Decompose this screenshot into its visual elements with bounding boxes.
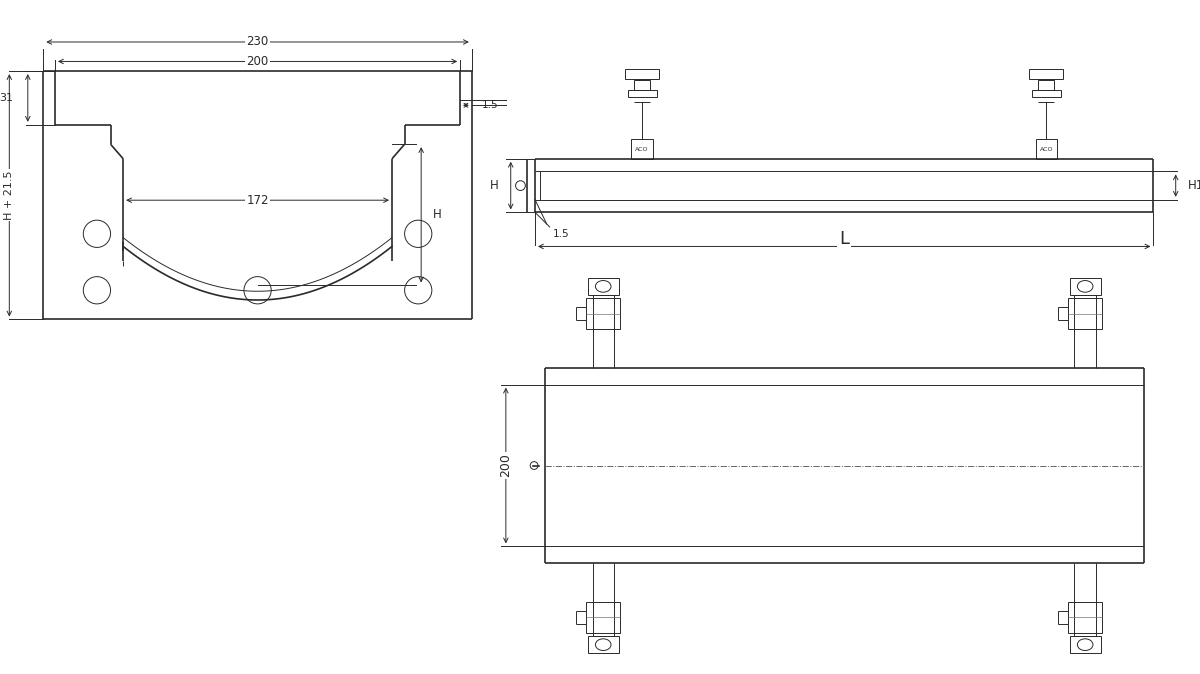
Bar bbox=[588, 636, 619, 653]
Bar bbox=[625, 69, 659, 79]
Bar bbox=[1069, 278, 1100, 295]
Text: 200: 200 bbox=[246, 55, 269, 68]
Text: ACO: ACO bbox=[1039, 146, 1052, 152]
Text: 1.5: 1.5 bbox=[481, 100, 498, 111]
Bar bbox=[1030, 69, 1063, 79]
Text: 172: 172 bbox=[246, 193, 269, 207]
Text: 31: 31 bbox=[0, 93, 13, 103]
Bar bbox=[635, 80, 650, 90]
Bar bbox=[1038, 80, 1054, 90]
Bar bbox=[1032, 90, 1061, 98]
Bar bbox=[588, 278, 619, 295]
Text: H + 21.5: H + 21.5 bbox=[5, 171, 14, 220]
Text: H1: H1 bbox=[1187, 179, 1200, 192]
Bar bbox=[628, 90, 656, 98]
Text: 230: 230 bbox=[246, 36, 269, 49]
Text: 200: 200 bbox=[499, 454, 512, 477]
Bar bbox=[586, 298, 620, 329]
Bar bbox=[631, 140, 653, 159]
Bar bbox=[1069, 636, 1100, 653]
Text: ACO: ACO bbox=[636, 146, 649, 152]
Bar bbox=[1068, 602, 1103, 633]
Bar bbox=[586, 602, 620, 633]
Text: H: H bbox=[433, 208, 442, 221]
Text: 1.5: 1.5 bbox=[552, 228, 569, 239]
Text: L: L bbox=[839, 230, 850, 247]
Bar bbox=[1068, 298, 1103, 329]
Bar bbox=[1036, 140, 1057, 159]
Text: H: H bbox=[491, 179, 499, 192]
